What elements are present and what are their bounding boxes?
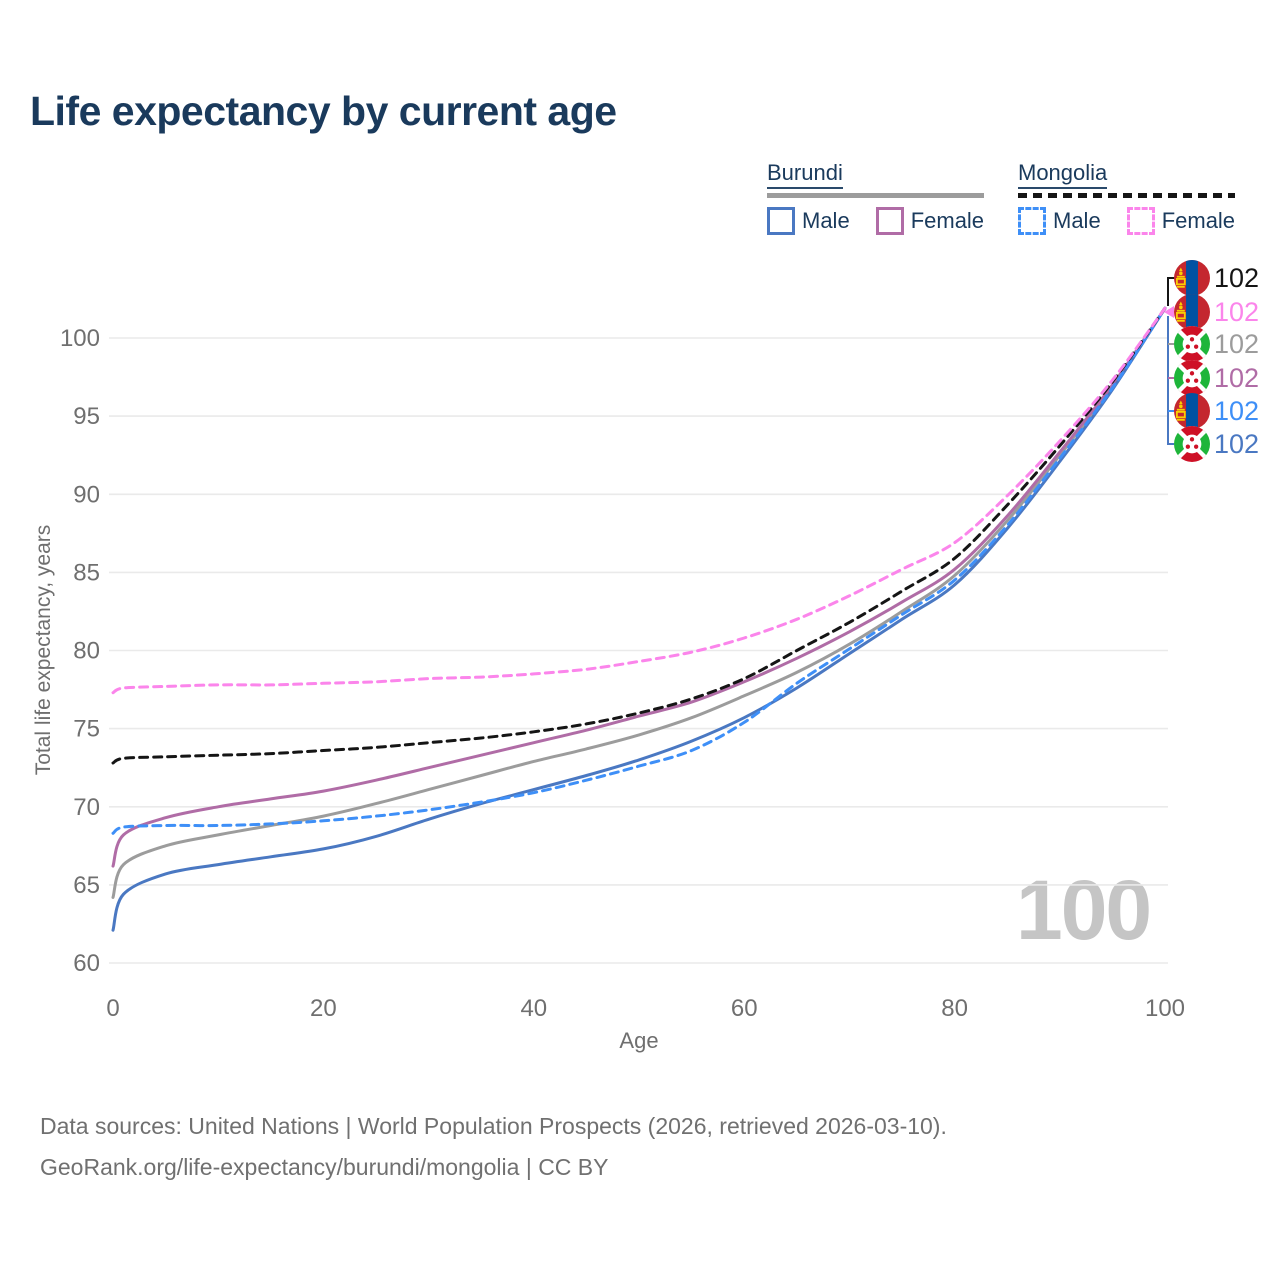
end-label-arrow xyxy=(1164,306,1174,318)
legend-country-mongolia[interactable]: Mongolia xyxy=(1018,160,1108,189)
legend-item-mongolia-female[interactable]: Female xyxy=(1126,207,1236,235)
series-line-burundi-female[interactable] xyxy=(111,306,1167,868)
y-tick-label: 70 xyxy=(73,794,100,821)
legend-item-burundi-female[interactable]: Female xyxy=(875,207,985,235)
end-label-value-burundi-total: 102 xyxy=(1214,329,1259,359)
y-tick-label: 100 xyxy=(60,325,100,352)
burundi-flag-icon xyxy=(1174,326,1210,362)
end-label-value-burundi-female: 102 xyxy=(1214,363,1259,393)
x-tick-label: 0 xyxy=(106,995,119,1022)
mongolia-female-swatch-icon xyxy=(1126,207,1155,235)
legend-country-burundi[interactable]: Burundi xyxy=(767,160,843,189)
legend-item-label: Female xyxy=(1161,208,1236,233)
legend-item-label: Male xyxy=(1053,208,1101,233)
mongolia-flag-icon xyxy=(1174,260,1210,296)
end-label-value-mongolia-female: 102 xyxy=(1214,297,1259,327)
legend-group-burundi: Burundi Male Female xyxy=(767,160,985,235)
end-label-value-mongolia-male: 102 xyxy=(1214,396,1259,426)
end-label-connector xyxy=(1167,316,1176,445)
y-axis-title: Total life expectancy, years xyxy=(32,524,55,776)
x-tick-label: 100 xyxy=(1145,995,1185,1022)
age-counter-watermark: 100 xyxy=(1016,863,1152,957)
series-line-mongolia-female[interactable] xyxy=(111,306,1167,695)
y-tick-label: 95 xyxy=(73,403,100,430)
y-tick-label: 65 xyxy=(73,872,100,899)
mongolia-male-swatch-icon xyxy=(1018,207,1046,235)
series-line-burundi-male[interactable] xyxy=(111,306,1167,932)
y-tick-label: 80 xyxy=(73,638,100,665)
end-label-connector xyxy=(1167,277,1176,306)
x-tick-label: 20 xyxy=(310,995,337,1022)
x-tick-label: 80 xyxy=(941,995,968,1022)
x-tick-label: 40 xyxy=(520,995,547,1022)
legend-group-mongolia: Mongolia Male Female xyxy=(1018,160,1236,235)
legend-item-mongolia-male[interactable]: Male xyxy=(1018,207,1101,235)
legend-item-label: Female xyxy=(910,208,985,233)
series-line-burundi-total[interactable] xyxy=(111,306,1167,899)
footer-data-sources: Data sources: United Nations | World Pop… xyxy=(40,1113,947,1139)
footer-attribution-link[interactable]: GeoRank.org/life-expectancy/burundi/mong… xyxy=(40,1154,609,1180)
legend-item-burundi-male[interactable]: Male xyxy=(767,207,850,235)
page-title: Life expectancy by current age xyxy=(30,88,617,134)
series-line-mongolia-total[interactable] xyxy=(111,306,1167,765)
x-axis-title: Age xyxy=(619,1028,659,1053)
mongolia-flag-icon xyxy=(1174,294,1210,330)
burundi-flag-icon xyxy=(1174,360,1210,396)
y-tick-label: 85 xyxy=(73,559,100,586)
legend-item-label: Male xyxy=(802,208,850,233)
x-tick-label: 60 xyxy=(731,995,758,1022)
y-tick-label: 60 xyxy=(73,950,100,977)
y-tick-label: 75 xyxy=(73,716,100,743)
mongolia-line-style-swatch xyxy=(1018,193,1236,198)
series-line-mongolia-male[interactable] xyxy=(111,306,1167,835)
y-tick-label: 90 xyxy=(73,481,100,508)
end-label-value-mongolia-total: 102 xyxy=(1214,263,1259,293)
burundi-male-swatch-icon xyxy=(767,207,795,235)
mongolia-flag-icon xyxy=(1174,393,1210,429)
end-label-value-burundi-male: 102 xyxy=(1214,429,1259,459)
burundi-line-style-swatch xyxy=(767,193,985,198)
burundi-flag-icon xyxy=(1174,426,1210,462)
burundi-female-swatch-icon xyxy=(875,207,904,235)
footer: Data sources: United Nations | World Pop… xyxy=(40,1106,947,1188)
